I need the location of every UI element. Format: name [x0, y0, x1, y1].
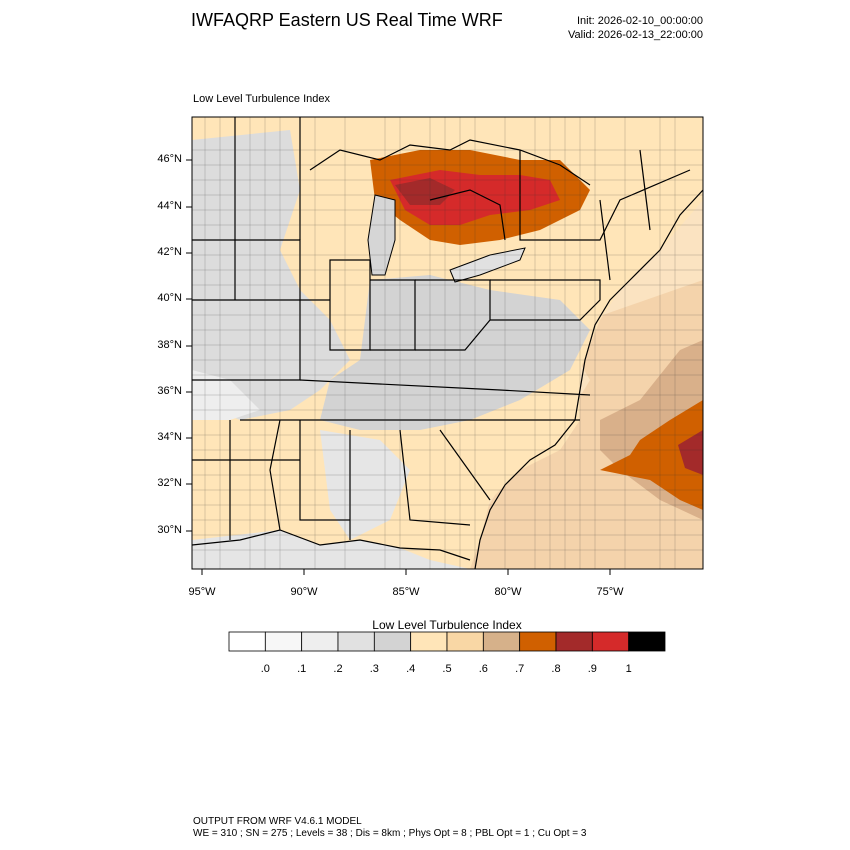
footer-line-2: WE = 310 ; SN = 275 ; Levels = 38 ; Dis …	[193, 828, 587, 839]
lat-label-44: 44°N	[157, 200, 182, 212]
colorbar-label: .6	[478, 663, 488, 675]
chart-title: IWFAQRP Eastern US Real Time WRF	[191, 10, 503, 30]
time-info: Init: 2026-02-10_00:00:00 Valid: 2026-02…	[568, 14, 703, 42]
gulf-field	[192, 530, 470, 569]
colorbar-title: Low Level Turbulence Index	[372, 618, 522, 632]
valid-time: Valid: 2026-02-13_22:00:00	[568, 29, 703, 41]
lat-label-30: 30°N	[157, 524, 182, 536]
lat-label-42: 42°N	[157, 246, 182, 258]
map-frame	[191, 116, 704, 570]
colorbar-label: .1	[297, 663, 307, 675]
lakes-shoreline	[309, 139, 591, 241]
lon-label-85: 85°W	[392, 586, 420, 598]
low-value-west	[192, 130, 350, 420]
model-footer: OUTPUT FROM WRF V4.6.1 MODEL WE = 310 ; …	[193, 816, 586, 840]
atlantic-peak-field	[678, 430, 703, 475]
colorbar-label: .2	[333, 663, 343, 675]
lon-label-95: 95°W	[188, 586, 216, 598]
atlantic-max-field	[600, 400, 703, 510]
colorbar-label: .5	[442, 663, 452, 675]
lon-label-75: 75°W	[596, 586, 624, 598]
lat-label-34: 34°N	[157, 431, 182, 443]
axis-ticks	[186, 159, 611, 575]
lat-label-32: 32°N	[157, 477, 182, 489]
east-coastline	[474, 189, 703, 569]
colorbar-label: .7	[515, 663, 525, 675]
colorbar-label: .4	[406, 663, 416, 675]
colorbar-label: .9	[587, 663, 597, 675]
map-title: Low Level Turbulence Index	[193, 93, 330, 105]
init-time: Init: 2026-02-10_00:00:00	[577, 15, 703, 27]
colorbar-label: .0	[260, 663, 270, 675]
colorbar-label: .3	[369, 663, 379, 675]
lat-label-36: 36°N	[157, 385, 182, 397]
lon-label-80: 80°W	[494, 586, 522, 598]
footer-line-1: OUTPUT FROM WRF V4.6.1 MODEL	[193, 816, 362, 827]
lon-label-90: 90°W	[290, 586, 318, 598]
low-value-south	[320, 430, 410, 540]
colorbar-label: .8	[551, 663, 561, 675]
colorbar-label: 1	[625, 663, 632, 675]
atlantic-field	[470, 280, 703, 569]
gulf-coastline	[192, 529, 471, 561]
lat-label-40: 40°N	[157, 292, 182, 304]
lakes-max-field	[395, 178, 455, 205]
county-lines	[192, 117, 703, 569]
lat-label-38: 38°N	[157, 339, 182, 351]
lat-label-46: 46°N	[157, 153, 182, 165]
